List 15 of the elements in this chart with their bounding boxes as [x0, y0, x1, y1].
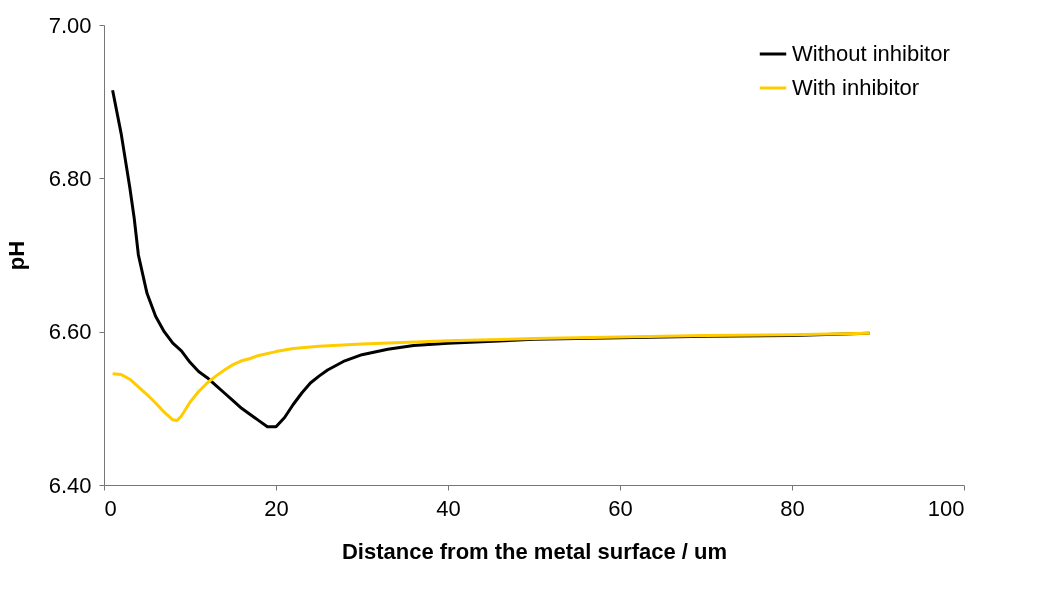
x-tick-label: 0: [104, 495, 117, 521]
y-tick-label: 6.80: [48, 165, 92, 191]
legend-label: With inhibitor: [792, 75, 920, 100]
y-axis-title: pH: [3, 240, 29, 271]
x-tick-label: 60: [608, 495, 633, 521]
x-tick-label: 80: [780, 495, 805, 521]
x-tick-label: 20: [264, 495, 289, 521]
legend-label: Without inhibitor: [792, 41, 950, 66]
x-axis-title: Distance from the metal surface / um: [341, 538, 728, 564]
y-tick-label: 6.40: [48, 472, 92, 498]
x-tick-label: 40: [436, 495, 461, 521]
x-tick-label: 100: [927, 495, 965, 521]
line-series: [111, 331, 871, 423]
y-tick-label: 7.00: [48, 12, 92, 38]
y-tick-label: 6.60: [48, 319, 92, 345]
